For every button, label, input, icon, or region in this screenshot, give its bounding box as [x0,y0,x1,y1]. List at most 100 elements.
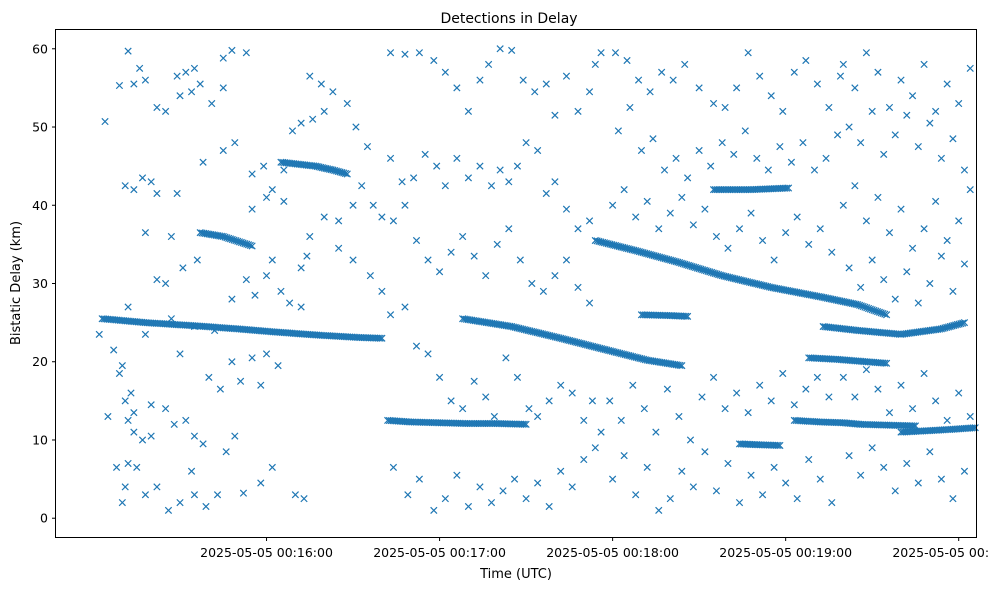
detection-point [386,49,395,57]
detection-point [300,495,308,503]
detection-point [136,64,144,72]
detection-point [404,491,412,499]
detection-point [920,60,928,69]
detection-point [291,491,299,499]
detection-point [676,361,684,369]
detection-point [937,154,946,162]
detection-point [341,169,350,178]
detection-point [681,60,689,69]
detection-point [476,162,484,170]
detection-point [658,68,666,76]
detection-point [816,225,824,233]
detection-point [115,369,124,378]
detection-point [335,244,343,252]
detection-point [881,359,889,367]
detection-point [430,56,438,65]
detection-point [707,162,715,170]
detection-point [882,359,891,367]
detection-point [568,483,576,491]
detection-point [173,72,181,80]
detection-point [660,166,669,174]
detection-point [828,248,836,256]
detection-point [663,385,672,393]
detection-point [689,483,697,491]
detection-point [130,185,138,194]
detection-point [874,193,882,202]
detection-point [534,146,542,155]
detection-point [222,448,230,456]
detection-point [802,56,810,65]
detection-point [920,369,928,378]
detection-point [161,405,170,413]
detection-point [464,107,473,115]
detection-point [441,182,449,190]
y-tick-label: 20 [32,354,48,369]
detection-point [955,99,963,108]
detection-point [205,373,213,382]
y-tick-label: 10 [32,432,48,447]
detection-point [288,127,297,135]
detection-point [971,424,979,432]
detection-point [626,103,634,112]
detection-point [335,217,343,225]
detection-point [389,217,398,225]
detection-point [926,119,934,127]
detection-point [949,495,957,503]
detection-point [306,232,314,241]
detection-point [141,491,150,499]
detection-point [190,64,199,72]
detection-point [868,256,876,264]
detection-point [966,185,974,194]
detection-point [683,174,692,182]
detection-point [782,229,790,237]
detection-point [816,475,824,483]
detection-point [585,217,594,225]
detection-point [822,154,830,162]
detection-point [545,397,553,405]
detection-point [415,49,424,57]
detection-point [779,369,787,378]
detection-point [297,119,305,127]
detection-point [349,256,357,264]
detection-point [167,232,175,241]
detection-point [597,49,605,57]
detection-point [643,197,651,205]
detection-point [496,45,504,53]
detection-point [242,49,250,57]
detection-point [825,393,833,401]
detection-point [268,185,276,194]
detection-point [124,303,132,311]
detection-point [585,299,594,307]
detection-point [153,483,161,491]
detection-point [104,412,112,421]
detection-point [874,68,882,76]
detection-point [121,397,129,405]
detection-point [678,362,686,370]
detection-point [378,213,386,221]
detection-point [228,295,236,303]
detection-point [242,275,250,284]
detection-point [620,185,628,194]
detection-point [557,467,565,475]
detection-point [112,463,121,471]
detection-point [499,487,507,495]
y-tick-label: 40 [32,198,48,213]
detection-point [620,452,628,460]
detection-point [153,189,161,198]
detection-point [960,318,969,327]
detection-point [646,88,654,96]
detection-point [401,303,409,311]
detection-point [632,213,640,221]
detection-point [881,310,889,318]
detection-point [268,463,276,471]
detection-point [274,362,282,370]
detection-point [805,455,813,464]
detection-point [836,72,845,80]
detection-point [424,256,432,264]
detection-point [701,205,709,213]
detection-point [329,88,337,96]
detection-point [534,412,542,421]
detection-point [588,397,597,405]
